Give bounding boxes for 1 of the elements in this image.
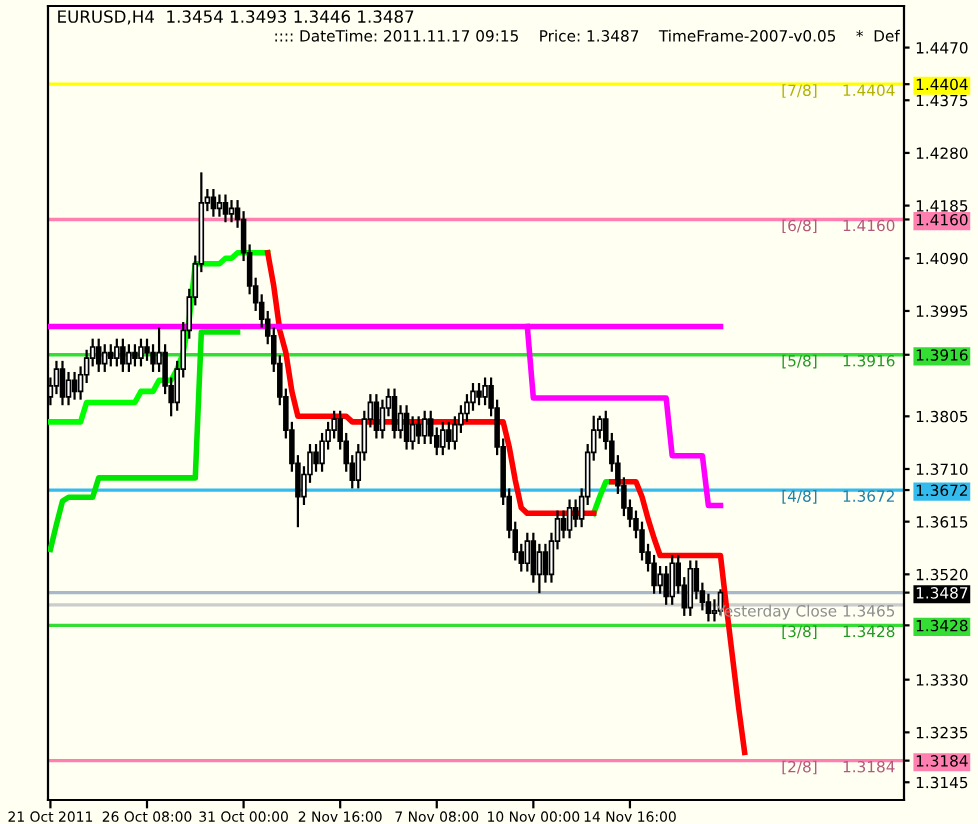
chart-title: EURUSD,H4 1.3454 1.3493 1.3446 1.3487 [58,10,414,25]
